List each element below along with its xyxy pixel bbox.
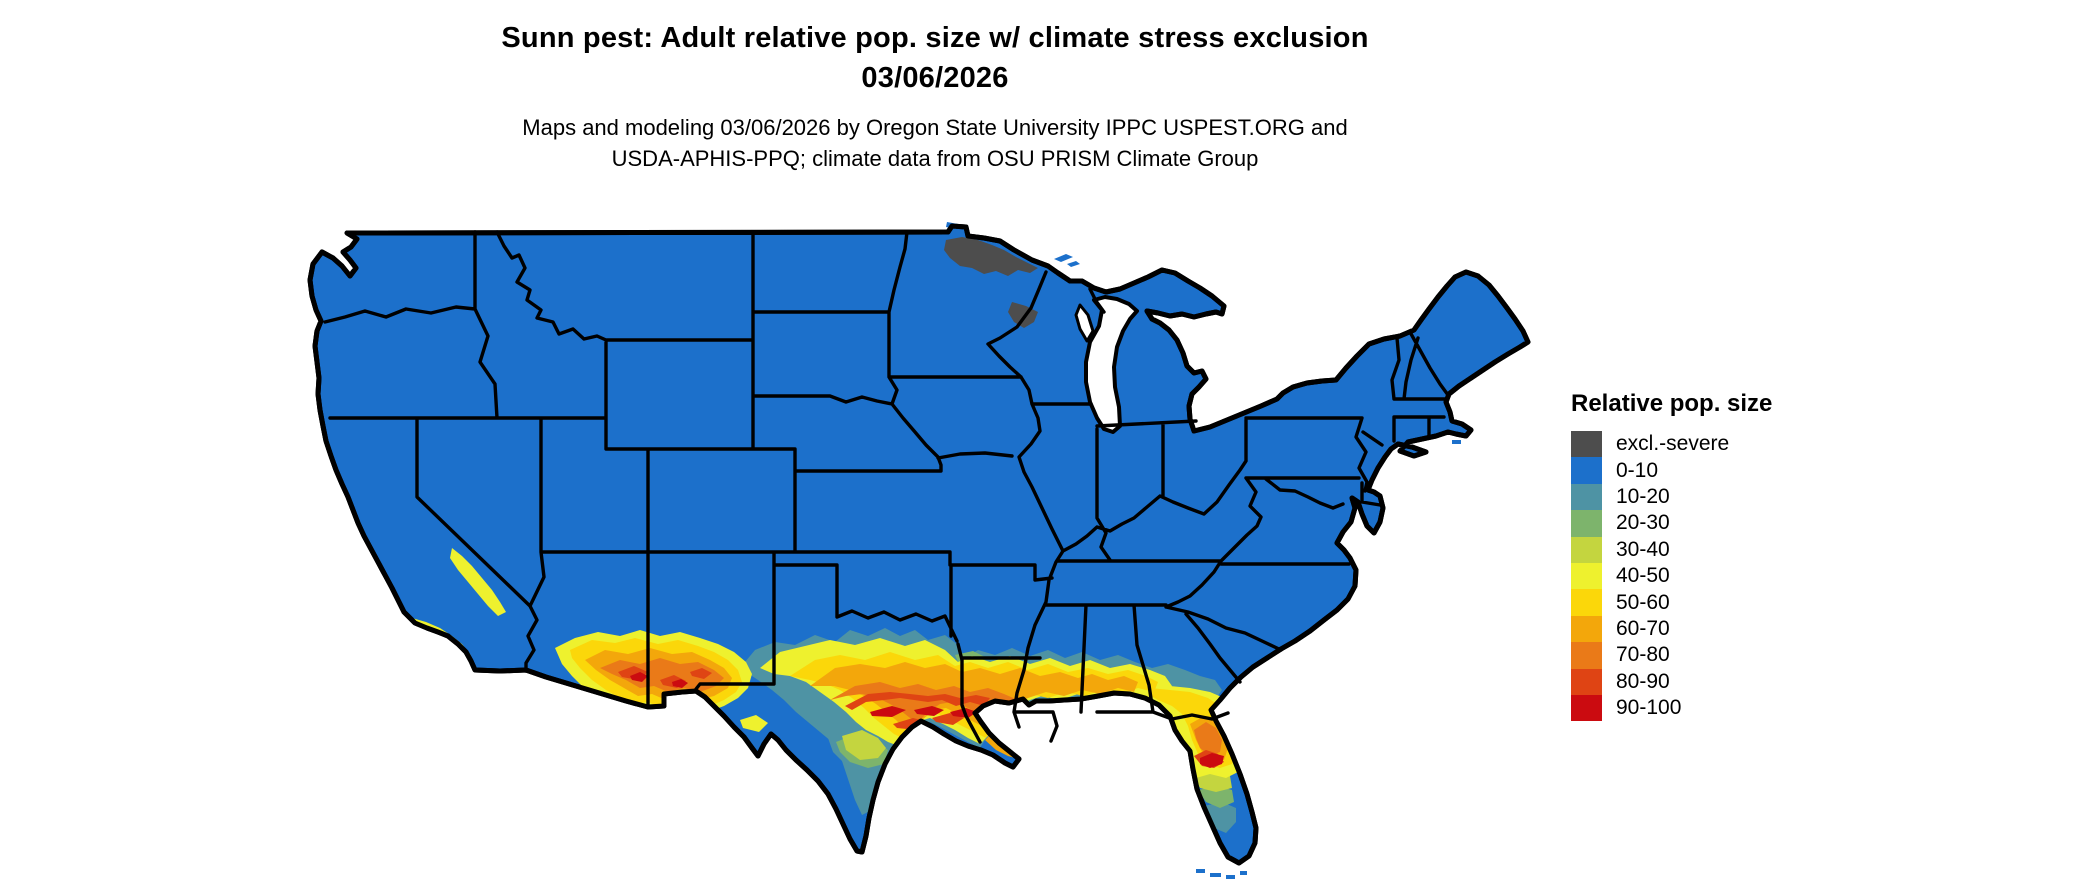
title-block: Sunn pest: Adult relative pop. size w/ c… [335, 18, 1535, 174]
hotspot-deeporange-florida [1194, 722, 1222, 756]
legend-label: excl.-severe [1616, 432, 1730, 456]
green-bay [1074, 303, 1095, 343]
legend-label: 80-90 [1616, 669, 1670, 693]
legend-item-40-50: 40-50 [1571, 562, 1831, 590]
legend-swatch-70-80 [1571, 642, 1602, 669]
conus-outline [307, 223, 1531, 866]
legend-item-30-40: 30-40 [1571, 536, 1831, 563]
hotspot-red-texas-dash1 [870, 706, 906, 717]
lake-michigan [1084, 295, 1139, 434]
legend: Relative pop. size excl.-severe 0-10 10-… [1571, 390, 1831, 722]
legend-swatch-40-50 [1571, 562, 1602, 590]
legend-label: 0-10 [1616, 458, 1659, 482]
legend-item-excl-severe: excl.-severe [1571, 431, 1831, 458]
hotspot-orange-channel-island2 [443, 652, 456, 660]
florida-key-4 [1240, 871, 1247, 875]
florida-key-3 [1226, 875, 1235, 879]
florida-key-1 [1196, 869, 1205, 873]
hotspot-red-arizona-fleck2 [672, 679, 688, 688]
hotspot-green-florida [1198, 786, 1234, 808]
legend-swatch-60-70 [1571, 615, 1602, 643]
legend-swatch-excl-severe [1571, 431, 1602, 458]
legend-item-70-80: 70-80 [1571, 642, 1831, 669]
hotspot-red-texas-dash2 [914, 706, 944, 716]
map-subtitle: Maps and modeling 03/06/2026 by Oregon S… [335, 112, 1535, 174]
hotspot-deeporange-texas [830, 682, 1018, 722]
legend-label: 30-40 [1616, 537, 1670, 561]
legend-item-80-90: 80-90 [1571, 668, 1831, 695]
hotspot-red-arizona-fleck1 [630, 672, 648, 682]
apostle-island [1067, 261, 1080, 267]
legend-label: 10-20 [1616, 484, 1670, 508]
map-subtitle-line1: Maps and modeling 03/06/2026 by Oregon S… [522, 115, 1348, 140]
legend-item-20-30: 20-30 [1571, 510, 1831, 537]
excluded-severe-minnesota-patch [944, 237, 1038, 276]
conus-landmass [307, 223, 1531, 866]
legend-swatch-30-40 [1571, 536, 1602, 563]
hotspot-orange-channel-island1 [424, 645, 439, 654]
hotspot-redorange-arizona-fleck3 [690, 668, 712, 679]
map-subtitle-line2: USDA-APHIS-PPQ; climate data from OSU PR… [611, 146, 1259, 171]
hotspot-redorange-louisiana [1000, 720, 1046, 746]
legend-item-0-10: 0-10 [1571, 457, 1831, 484]
legend-swatch-80-90 [1571, 668, 1602, 695]
isle-royale-island [1054, 254, 1073, 262]
legend-item-10-20: 10-20 [1571, 483, 1831, 511]
state-borders [323, 230, 1450, 744]
florida-key-2 [1210, 873, 1221, 877]
legend-label: 50-60 [1616, 590, 1670, 614]
legend-label: 70-80 [1616, 643, 1670, 667]
legend-item-50-60: 50-60 [1571, 589, 1831, 616]
legend-item-60-70: 60-70 [1571, 615, 1831, 643]
map-title-date: 03/06/2026 [861, 62, 1009, 94]
hotspot-redorange-texas-streak [845, 692, 990, 710]
legend-label: 90-100 [1616, 696, 1682, 720]
legend-item-90-100: 90-100 [1571, 694, 1831, 722]
legend-label: 20-30 [1616, 511, 1670, 535]
hotspot-red-florida [1200, 753, 1224, 768]
legend-swatch-50-60 [1571, 589, 1602, 616]
hotspot-yellow-california-valley [450, 548, 506, 616]
hotspot-red-louisiana [1008, 726, 1034, 744]
legend-swatch-10-20 [1571, 483, 1602, 511]
hotspot-yellow-west-texas-fleck2 [740, 715, 768, 732]
legend-swatch-20-30 [1571, 510, 1602, 537]
legend-title: Relative pop. size [1571, 390, 1773, 417]
legend-swatch-0-10 [1571, 457, 1602, 484]
hotspot-ygreen-south-texas [842, 730, 886, 760]
legend-label: 40-50 [1616, 564, 1670, 588]
legend-swatch-90-100 [1571, 694, 1602, 722]
map-title: Sunn pest: Adult relative pop. size w/ c… [501, 22, 1369, 54]
legend-label: 60-70 [1616, 616, 1670, 640]
hotspot-deeporange-arizona [600, 658, 724, 692]
nantucket-island [1452, 440, 1461, 444]
